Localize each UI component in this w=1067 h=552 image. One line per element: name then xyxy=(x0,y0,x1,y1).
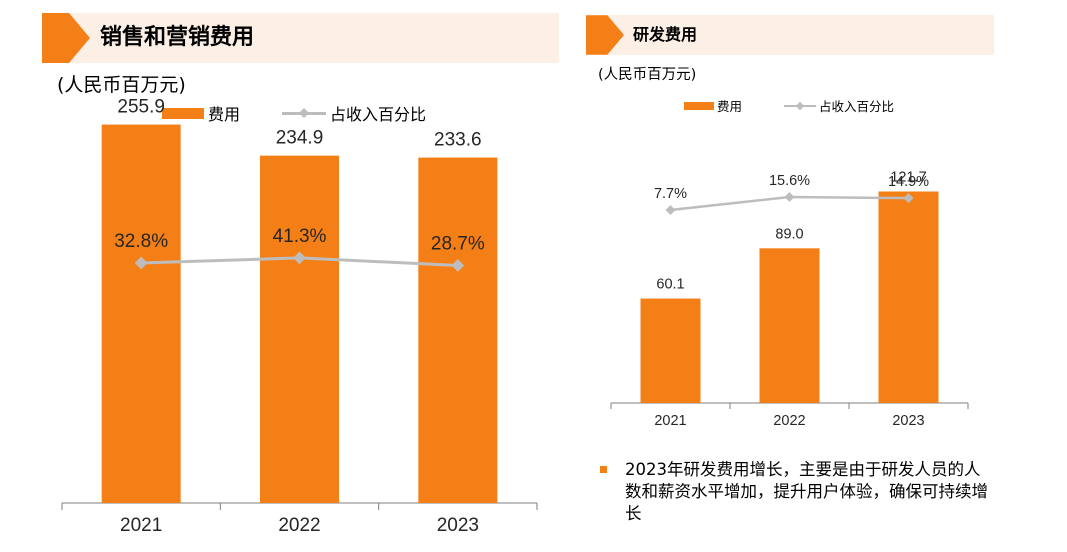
line-point xyxy=(451,259,465,272)
x-tick-label: 2023 xyxy=(437,515,479,536)
line-value-label: 14.9% xyxy=(888,174,929,190)
bar-value-label: 255.9 xyxy=(117,97,165,118)
line-point xyxy=(665,205,676,215)
sales-panel: 销售和营销费用 (人民币百万元) 费用 占收入百分比 255.9 2021 234.… xyxy=(42,13,559,536)
bar-value-label: 60.1 xyxy=(656,277,684,293)
sales-unit-label: (人民币百万元) xyxy=(57,74,186,96)
line-value-label: 7.7% xyxy=(654,186,687,202)
rd-note: 2023年研发费用增长，主要是由于研发人员的人数和薪资水平增加，提升用户体验，确… xyxy=(600,459,1000,529)
x-tick-label: 2022 xyxy=(773,413,805,429)
bar xyxy=(878,191,939,403)
bar-value-label: 234.9 xyxy=(276,128,324,149)
rd-note-text: 2023年研发费用增长，主要是由于研发人员的人数和薪资水平增加，提升用户体验，确… xyxy=(625,460,988,523)
x-tick-label: 2021 xyxy=(120,515,162,536)
line-value-label: 32.8% xyxy=(114,231,168,252)
line-point xyxy=(903,193,914,204)
line-point xyxy=(293,251,306,265)
legend-item-line: 占收入百分比 xyxy=(282,101,426,125)
chevron-right-icon xyxy=(42,13,90,63)
rd-unit-label: (人民币百万元) xyxy=(598,67,697,83)
bar xyxy=(418,157,498,503)
legend-item-bar: 费用 xyxy=(162,101,240,125)
x-tick-label: 2021 xyxy=(654,413,686,429)
x-tick-label: 2022 xyxy=(278,515,320,536)
legend-bar-label: 费用 xyxy=(717,99,743,114)
sales-title: 销售和营销费用 xyxy=(100,25,255,50)
bar-value-label: 233.6 xyxy=(434,130,482,151)
legend-bar-label: 费用 xyxy=(208,105,241,124)
bar xyxy=(640,298,701,403)
sales-title-bar: 销售和营销费用 xyxy=(42,13,559,63)
bullet-icon xyxy=(600,466,607,473)
legend-item-line: 占收入百分比 xyxy=(784,96,894,115)
rd-chart: 60.1 2021 89.0 2022 121.7 2023 7.7% 15.6% 14.9% xyxy=(610,169,969,429)
legend-line-label: 占收入百分比 xyxy=(819,99,895,114)
x-tick-label: 2023 xyxy=(892,413,924,429)
chevron-right-icon xyxy=(586,15,624,55)
bar xyxy=(260,155,339,503)
rd-title: 研发费用 xyxy=(633,25,698,44)
legend-bar-swatch xyxy=(162,107,204,119)
line-value-label: 41.3% xyxy=(273,226,327,247)
bar-value-label: 121.7 xyxy=(890,169,926,185)
line-point xyxy=(784,192,795,202)
legend-bar-swatch xyxy=(684,101,714,110)
bar-value-label: 89.0 xyxy=(775,226,803,242)
rd-title-bar: 研发费用 xyxy=(586,15,994,55)
legend-line-label: 占收入百分比 xyxy=(330,105,427,124)
bar xyxy=(759,248,820,403)
rd-legend: 费用 占收入百分比 xyxy=(684,96,894,115)
legend-line-swatch xyxy=(282,108,327,118)
legend-line-swatch xyxy=(784,101,817,110)
rd-panel: 研发费用 (人民币百万元) 费用 占收入百分比 60.1 2021 89.0 2022… xyxy=(580,0,1067,552)
sales-legend: 费用 占收入百分比 xyxy=(162,101,426,125)
line-value-label: 15.6% xyxy=(769,173,810,189)
line-point xyxy=(134,256,148,270)
line-value-label: 28.7% xyxy=(431,233,485,254)
sales-chart: 255.9 2021 234.9 2022 233.6 2023 32.8% 41.3% 28.… xyxy=(61,97,538,536)
legend-item-bar: 费用 xyxy=(684,96,742,115)
bar xyxy=(101,124,181,503)
